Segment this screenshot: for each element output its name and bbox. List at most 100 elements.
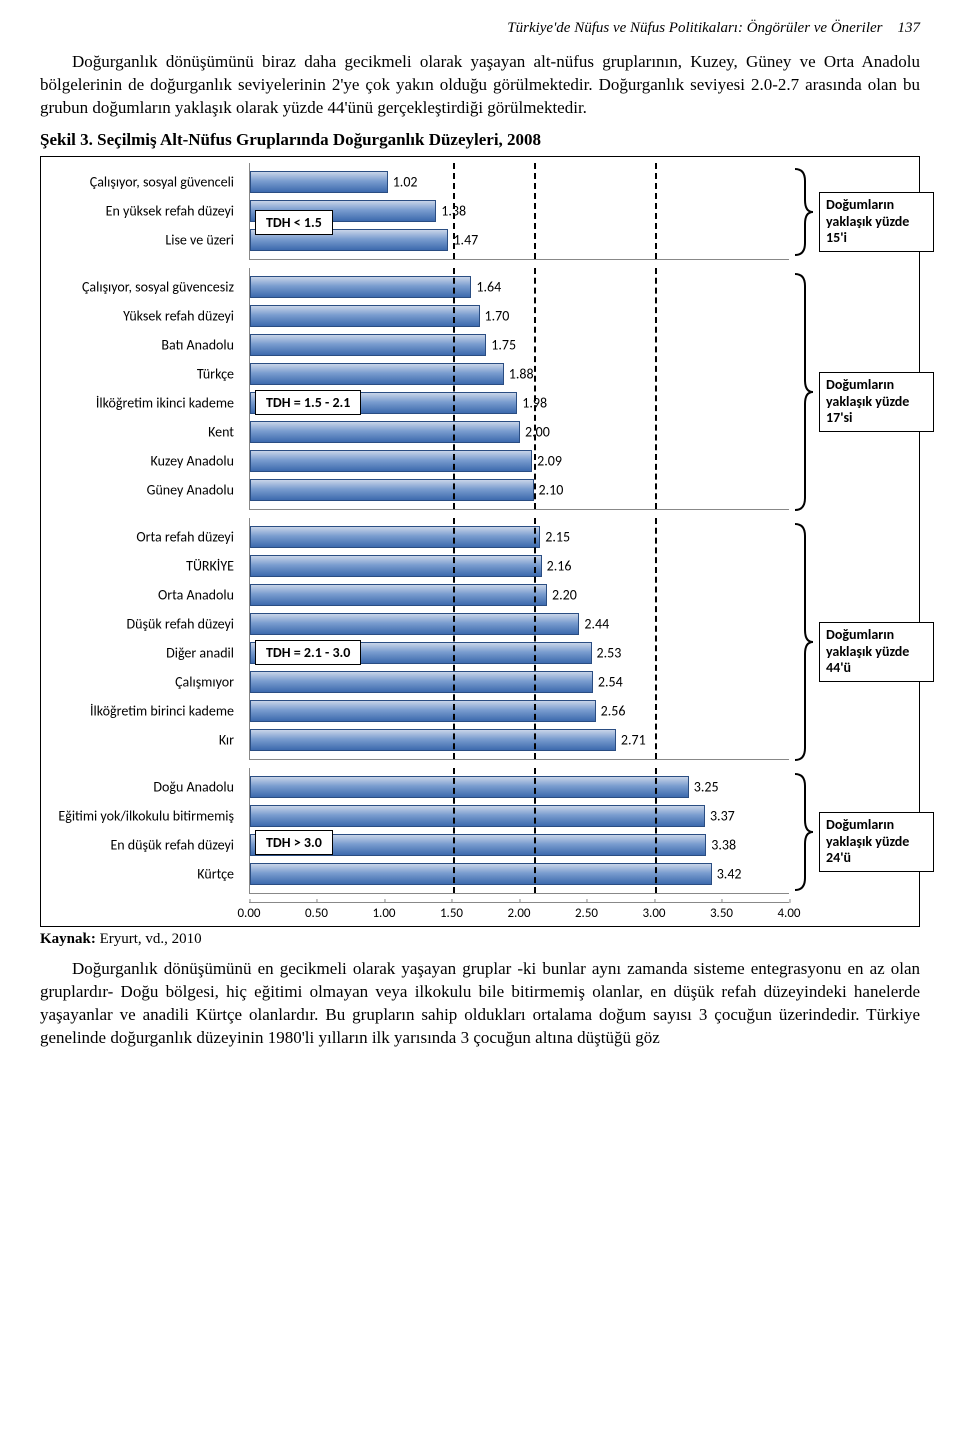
bar-value: 2.16 [547, 557, 572, 574]
tdh-label: TDH > 3.0 [255, 830, 333, 855]
bar-value: 3.25 [694, 778, 719, 795]
chart: Çalışıyor, sosyal güvenceli1.02En yüksek… [49, 163, 911, 924]
tdh-label: TDH = 1.5 - 2.1 [255, 390, 361, 415]
x-axis: 0.00 0.50 1.00 1.50 2.00 2.50 3.00 3.50 4.00 [49, 902, 911, 924]
bar-value: 2.00 [525, 423, 550, 440]
bar-value: 1.70 [485, 307, 510, 324]
row-label: İlköğretim birinci kademe [42, 702, 242, 719]
axis-track: 0.000.501.001.502.002.503.003.504.00 [249, 902, 789, 924]
row-label: Orta Anadolu [42, 586, 242, 603]
bar-value: 2.53 [597, 644, 622, 661]
bar: 1.02 [250, 171, 388, 193]
figure-title: Şekil 3. Seçilmiş Alt-Nüfus Gruplarında … [40, 130, 920, 150]
row-label: Çalışmıyor [42, 673, 242, 690]
tdh-label: TDH = 2.1 - 3.0 [255, 640, 361, 665]
axis-tick: 3.00 [642, 903, 665, 921]
source-text: Eryurt, vd., 2010 [96, 931, 202, 947]
axis-tick: 0.50 [305, 903, 328, 921]
chart-row: Kır2.71 [250, 726, 789, 754]
bar: 2.00 [250, 421, 520, 443]
chart-row: Orta refah düzeyi2.15 [250, 523, 789, 551]
chart-row: Orta Anadolu2.20 [250, 581, 789, 609]
bar-value: 1.38 [441, 202, 466, 219]
brace-icon [793, 272, 815, 512]
bar-value: 3.42 [717, 865, 742, 882]
bar-value: 2.09 [537, 452, 562, 469]
bar-value: 3.37 [710, 807, 735, 824]
chart-row: Yüksek refah düzeyi1.70 [250, 302, 789, 330]
row-label: Eğitimi yok/ilkokulu bitirmemiş [42, 807, 242, 824]
brace-icon [793, 167, 815, 257]
bar: 2.44 [250, 613, 579, 635]
bar-value: 2.71 [621, 731, 646, 748]
bar-value: 1.02 [393, 173, 418, 190]
row-label: En yüksek refah düzeyi [42, 202, 242, 219]
bar: 3.42 [250, 863, 712, 885]
brace-icon [793, 522, 815, 762]
bar: 1.70 [250, 305, 480, 327]
annotation-box: Doğumların yaklaşık yüzde 24'ü [819, 812, 934, 872]
row-label: En düşük refah düzeyi [42, 836, 242, 853]
chart-row: TÜRKİYE2.16 [250, 552, 789, 580]
annotation-box: Doğumların yaklaşık yüzde 17'si [819, 372, 934, 432]
chart-panel: Doğu Anadolu3.25Eğitimi yok/ilkokulu bit… [49, 768, 911, 894]
bar: 1.75 [250, 334, 486, 356]
brace-icon [793, 772, 815, 892]
chart-panel: Çalışıyor, sosyal güvencesiz1.64Yüksek r… [49, 268, 911, 510]
bar-value: 2.54 [598, 673, 623, 690]
outro-paragraph: Doğurganlık dönüşümünü en gecikmeli olar… [40, 958, 920, 1050]
axis-tick: 4.00 [777, 903, 800, 921]
bar-value: 2.44 [584, 615, 609, 632]
bar: 2.71 [250, 729, 616, 751]
panel-body: Orta refah düzeyi2.15TÜRKİYE2.16Orta Ana… [249, 518, 789, 760]
chart-panel: Orta refah düzeyi2.15TÜRKİYE2.16Orta Ana… [49, 518, 911, 760]
bar-value: 1.75 [491, 336, 516, 353]
chart-row: Türkçe1.88 [250, 360, 789, 388]
row-label: TÜRKİYE [42, 557, 242, 574]
axis-tick: 1.00 [372, 903, 395, 921]
bar-value: 1.98 [522, 394, 547, 411]
bar-value: 1.88 [509, 365, 534, 382]
source-label: Kaynak: [40, 931, 96, 947]
chart-row: İlköğretim birinci kademe2.56 [250, 697, 789, 725]
intro-paragraph: Doğurganlık dönüşümünü biraz daha gecikm… [40, 51, 920, 120]
bar-value: 2.56 [601, 702, 626, 719]
chart-row: Güney Anadolu2.10 [250, 476, 789, 504]
axis-tick: 0.00 [237, 903, 260, 921]
chart-row: Kent2.00 [250, 418, 789, 446]
axis-tick: 3.50 [710, 903, 733, 921]
bar: 1.88 [250, 363, 504, 385]
bar-value: 2.15 [545, 528, 570, 545]
bar-value: 3.38 [711, 836, 736, 853]
source-line: Kaynak: Eryurt, vd., 2010 [40, 931, 920, 948]
row-label: Yüksek refah düzeyi [42, 307, 242, 324]
row-label: Güney Anadolu [42, 481, 242, 498]
axis-tick: 2.00 [507, 903, 530, 921]
bar: 2.09 [250, 450, 532, 472]
page-number: 137 [898, 20, 921, 36]
tdh-label: TDH < 1.5 [255, 210, 333, 235]
page-header: Türkiye'de Nüfus ve Nüfus Politikaları: … [40, 20, 920, 37]
bar: 2.20 [250, 584, 547, 606]
bar: 3.25 [250, 776, 689, 798]
axis-tick: 2.50 [575, 903, 598, 921]
bar: 2.54 [250, 671, 593, 693]
row-label: Kır [42, 731, 242, 748]
annotation-box: Doğumların yaklaşık yüzde 15'i [819, 192, 934, 252]
row-label: Türkçe [42, 365, 242, 382]
bar: 2.10 [250, 479, 534, 501]
row-label: Batı Anadolu [42, 336, 242, 353]
row-label: Kuzey Anadolu [42, 452, 242, 469]
header-text: Türkiye'de Nüfus ve Nüfus Politikaları: … [507, 20, 882, 36]
row-label: Orta refah düzeyi [42, 528, 242, 545]
chart-panel: Çalışıyor, sosyal güvenceli1.02En yüksek… [49, 163, 911, 260]
row-label: Kent [42, 423, 242, 440]
bar: 2.16 [250, 555, 542, 577]
row-label: Kürtçe [42, 865, 242, 882]
chart-row: Kuzey Anadolu2.09 [250, 447, 789, 475]
chart-row: Eğitimi yok/ilkokulu bitirmemiş3.37 [250, 802, 789, 830]
chart-row: Çalışıyor, sosyal güvencesiz1.64 [250, 273, 789, 301]
row-label: Düşük refah düzeyi [42, 615, 242, 632]
bar: 1.64 [250, 276, 471, 298]
axis-tick: 1.50 [440, 903, 463, 921]
